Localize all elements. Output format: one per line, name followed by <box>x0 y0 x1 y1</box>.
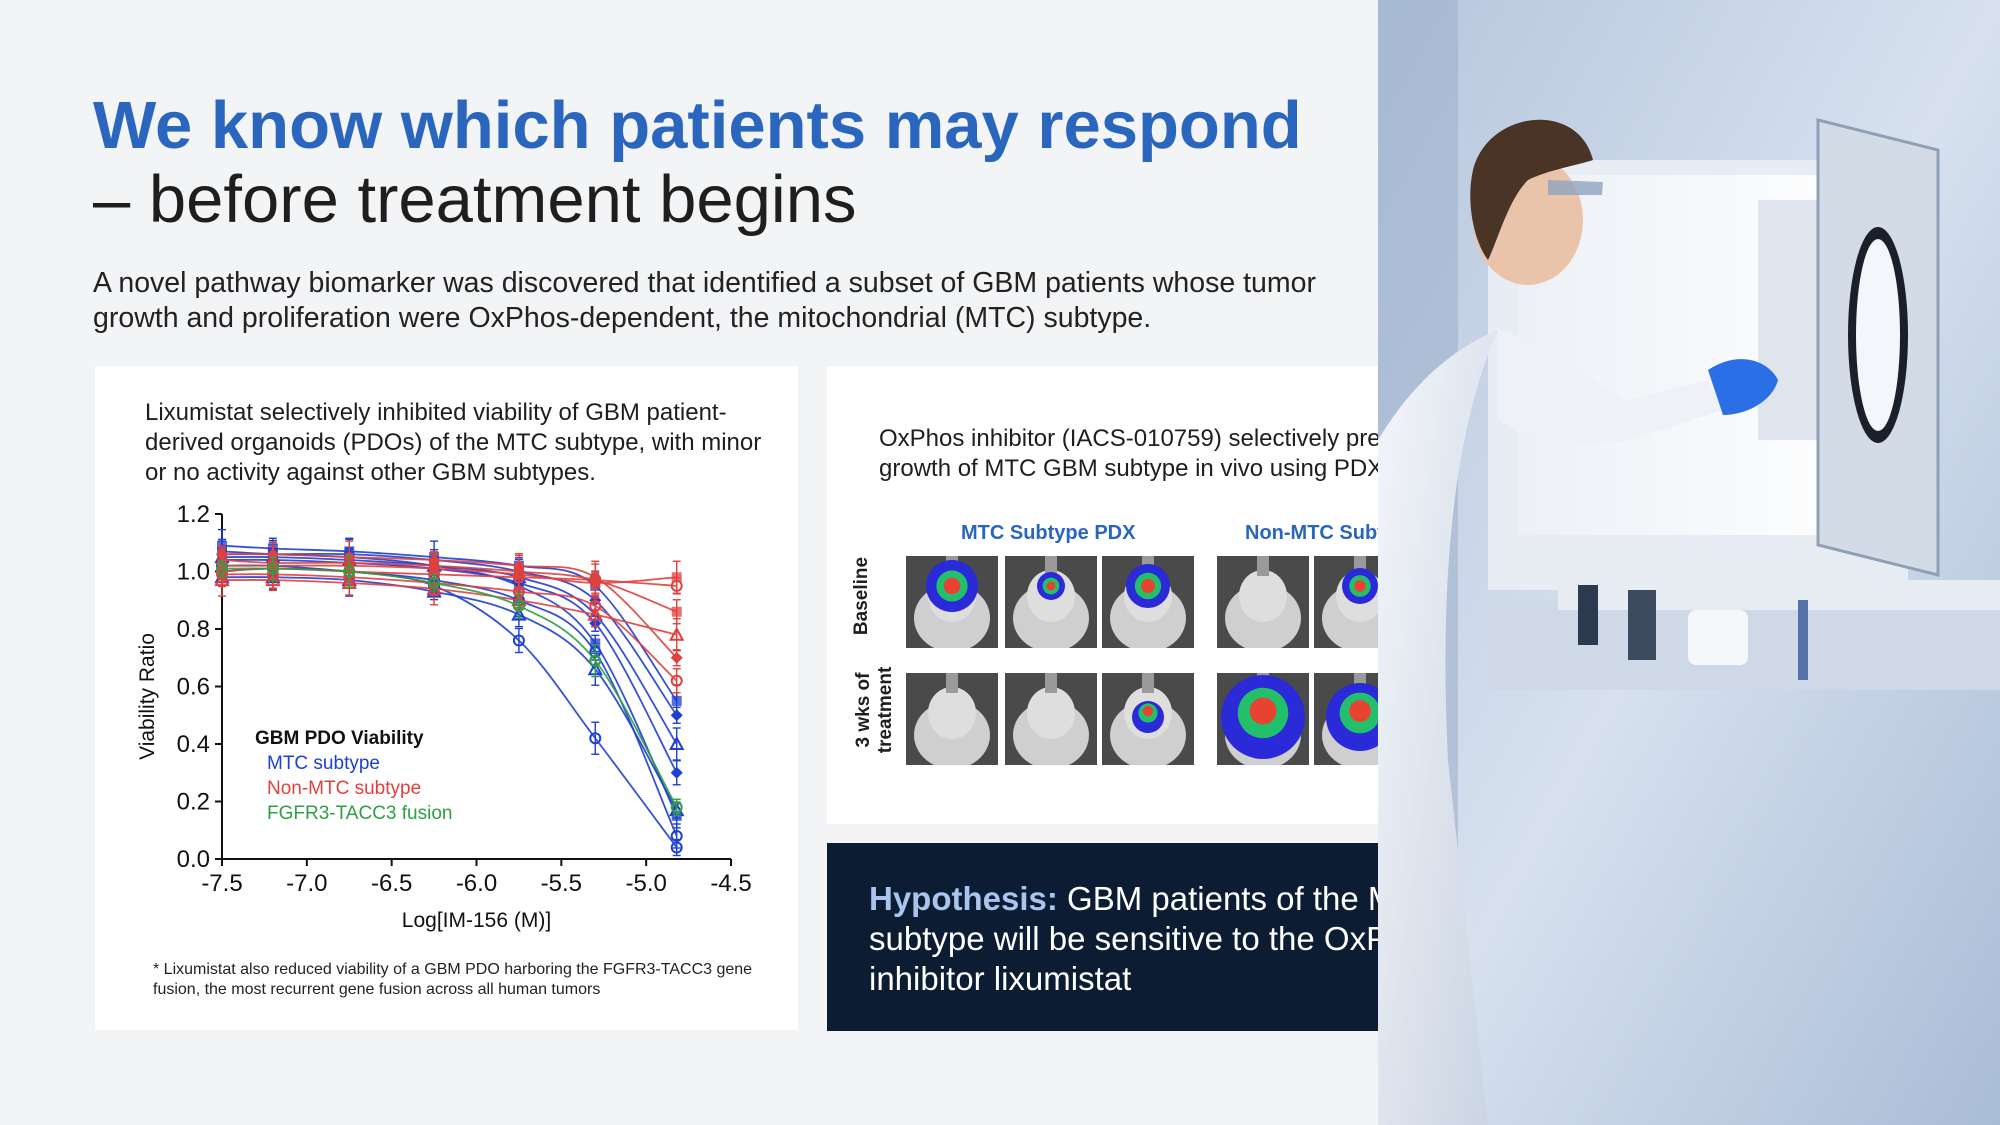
x-tick-label: -7.0 <box>286 870 327 897</box>
row-label-treatment-line1: 3 wks of <box>853 672 874 748</box>
mouse-scan-icon <box>1005 673 1097 765</box>
mouse-image <box>1217 556 1309 648</box>
mouse-image <box>1217 673 1309 765</box>
mouse-scan-icon <box>906 556 998 648</box>
legend-title: GBM PDO Viability <box>255 728 424 749</box>
series-curve <box>221 579 677 636</box>
data-point <box>511 606 527 621</box>
data-point <box>589 600 602 612</box>
row-label-treatment: 3 wks of treatment <box>853 650 897 770</box>
mouse-scan-icon <box>1217 556 1309 648</box>
slide-title-line1: We know which patients may respond <box>93 88 1302 163</box>
x-tick-label: -5.5 <box>541 870 582 897</box>
data-point <box>429 563 440 574</box>
data-point <box>669 626 685 641</box>
x-tick-label: -6.0 <box>456 870 497 897</box>
slide-title-line2: – before treatment begins <box>93 162 857 237</box>
series-curve <box>221 544 678 702</box>
data-point <box>512 634 525 647</box>
mouse-image <box>1005 556 1097 648</box>
x-tick-label: -6.5 <box>371 870 412 897</box>
mouse-scan-icon <box>1102 556 1194 648</box>
mouse-image <box>1102 556 1194 648</box>
mouse-scan-icon <box>1102 673 1194 765</box>
y-tick-label: 1.0 <box>177 559 210 586</box>
x-tick-label: -5.0 <box>625 870 666 897</box>
row-label-baseline: Baseline <box>851 556 872 636</box>
row-label-treatment-line2: treatment <box>875 666 896 754</box>
y-tick-label: 0.8 <box>177 616 210 643</box>
hypothesis-lead: Hypothesis: <box>869 880 1058 917</box>
mouse-image <box>906 673 998 765</box>
hypothesis-text: Hypothesis: GBM patients of the MTC subt… <box>869 879 1489 999</box>
chart-caption: Lixumistat selectively inhibited viabili… <box>145 399 762 486</box>
data-point <box>671 695 682 706</box>
data-point <box>512 600 525 612</box>
series-curve <box>221 576 678 811</box>
data-point <box>266 562 279 575</box>
series-curve <box>221 558 678 774</box>
data-point <box>513 569 524 580</box>
data-point <box>671 606 682 617</box>
legend-entry: MTC subtype <box>267 753 380 774</box>
pdx-caption: OxPhos inhibitor (IACS-010759) selective… <box>879 425 1456 482</box>
data-point <box>671 572 682 583</box>
data-point <box>216 562 228 575</box>
data-point <box>670 830 683 842</box>
mouse-image <box>1102 673 1194 765</box>
y-tick-label: 0.4 <box>177 731 210 758</box>
intro-text: A novel pathway biomarker was discovered… <box>93 267 1316 334</box>
data-point <box>428 577 441 589</box>
y-tick-label: 0.2 <box>177 789 210 816</box>
y-tick-label: 0.6 <box>177 674 210 701</box>
data-point <box>670 766 683 779</box>
mouse-scan-icon <box>1005 556 1097 648</box>
data-point <box>589 654 602 667</box>
data-point <box>589 732 602 745</box>
mouse-image <box>906 556 998 648</box>
mouse-image <box>1005 673 1097 765</box>
y-axis-label: Viability Ratio <box>136 633 159 760</box>
x-tick-label: -7.5 <box>201 870 242 897</box>
mouse-scan-icon <box>1217 673 1309 765</box>
chart-footnote: * Lixumistat also reduced viability of a… <box>153 961 753 998</box>
viability-chart: 0.0 0.2 0.4 0.6 0.8 1.0 1.2 -7.5 -7.0 -6.5 -6.0 -5.… <box>136 501 752 932</box>
hypothesis-body: GBM patients of the MTC subtype will be … <box>869 880 1442 997</box>
lab-scientist-illustration <box>1378 0 2000 1125</box>
data-point <box>343 565 356 578</box>
x-axis-label: Log[IM-156 (M)] <box>402 909 551 932</box>
mtc-pdx-header: MTC Subtype PDX <box>961 522 1136 544</box>
data-point <box>670 801 683 814</box>
y-tick-label: 1.2 <box>177 501 210 528</box>
series-curve <box>221 567 678 808</box>
mouse-scan-icon <box>906 673 998 765</box>
data-point <box>670 651 683 664</box>
data-point <box>590 578 601 588</box>
y-tick-label: 0.0 <box>177 846 210 873</box>
lab-photo <box>1378 0 2000 1125</box>
viability-chart-card: Lixumistat selectively inhibited viabili… <box>95 366 798 1030</box>
data-point <box>670 674 683 687</box>
legend-entry: FGFR3-TACC3 fusion <box>267 803 452 824</box>
data-point <box>669 735 685 750</box>
x-tick-label: -4.5 <box>710 870 751 897</box>
legend-entry: Non-MTC subtype <box>267 778 421 799</box>
